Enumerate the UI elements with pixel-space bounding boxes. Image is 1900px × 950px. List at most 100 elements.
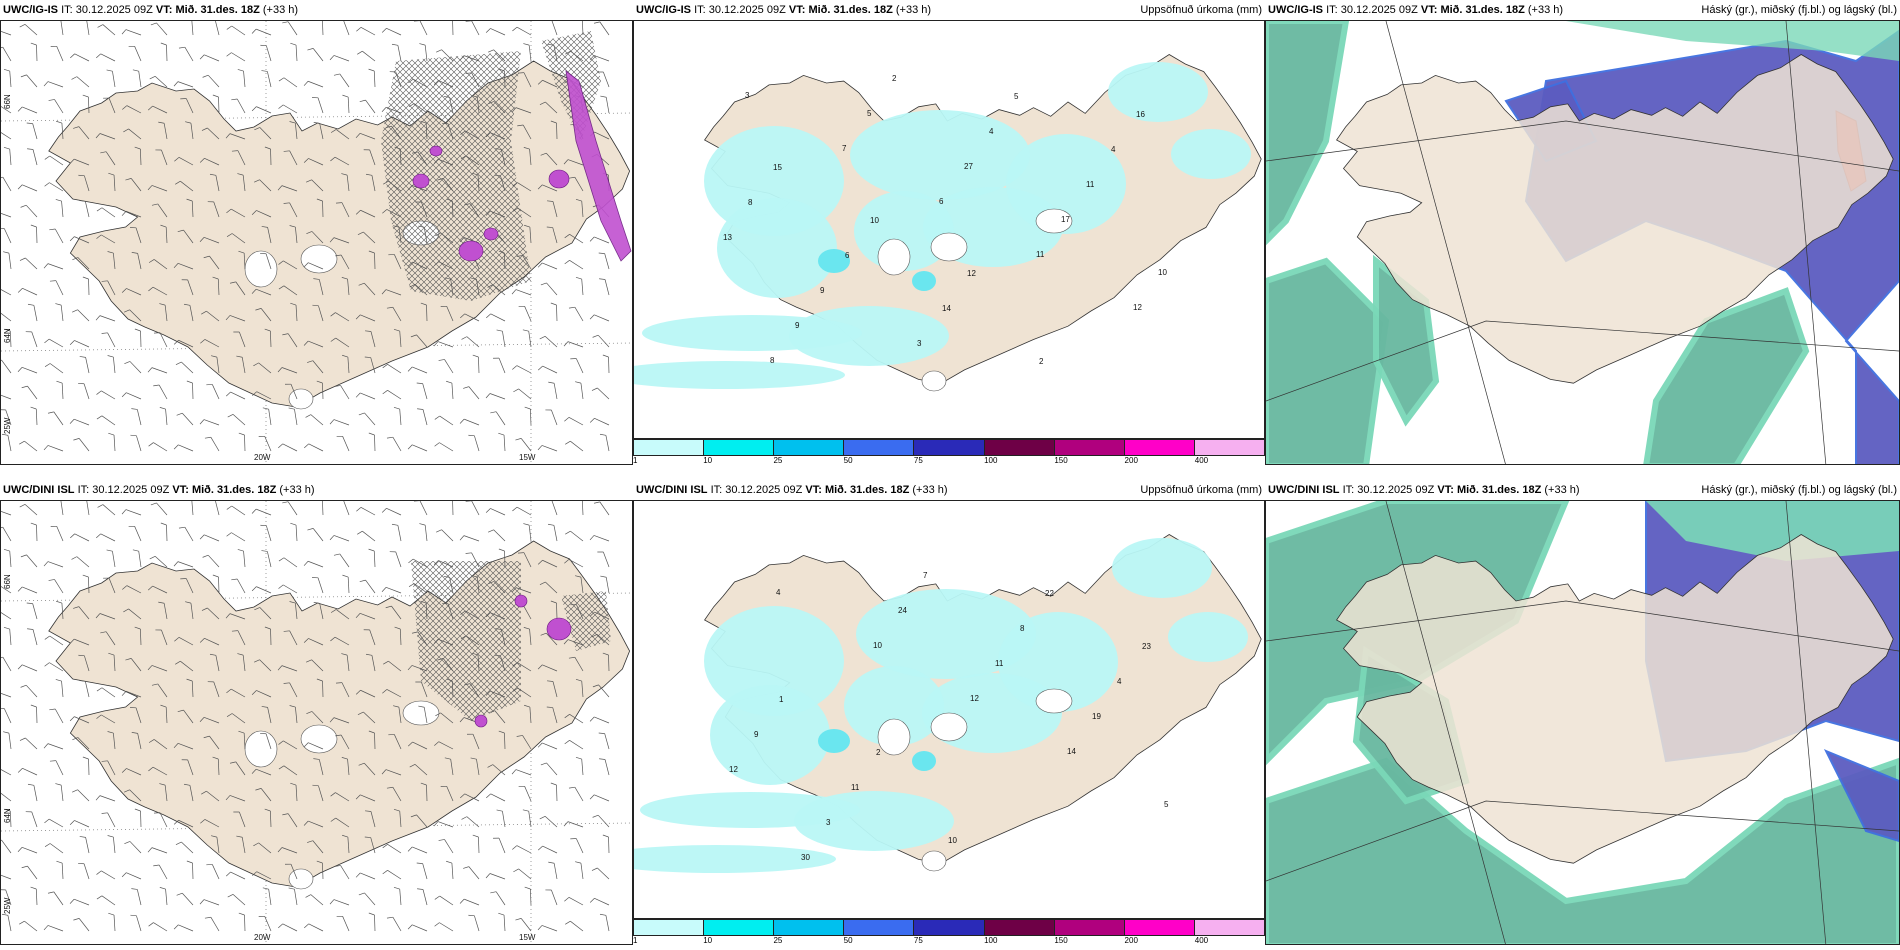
- wind-barb: [278, 77, 298, 88]
- wind-barb: [261, 550, 272, 568]
- wind-barb: [71, 556, 90, 568]
- iceland-landmass: [1336, 54, 1894, 384]
- wind-barb: [43, 445, 64, 452]
- wind-barb: [260, 253, 272, 270]
- wind-barb: [498, 730, 506, 750]
- wind-barb: [563, 159, 584, 166]
- legend-swatch: [1194, 440, 1264, 455]
- graticule-line: [1266, 600, 1899, 652]
- vt-time: Mið. 31.des. 18Z: [175, 4, 260, 16]
- precip-value: 11: [1086, 180, 1095, 189]
- wind-barb: [79, 836, 90, 854]
- wind-barb: [3, 731, 12, 750]
- legend-swatch: [704, 920, 775, 935]
- wind-barb: [563, 821, 584, 828]
- wind-barb: [415, 681, 428, 698]
- wind-barb: [123, 608, 142, 620]
- wind-barb: [151, 203, 168, 218]
- model-name: UWC/DINI ISL: [1268, 484, 1340, 496]
- wind-barb: [186, 380, 194, 400]
- wind-barb: [225, 795, 246, 802]
- wind-barb: [322, 501, 324, 516]
- legend-tick-label: 150: [1054, 456, 1068, 465]
- wind-barb: [465, 21, 480, 36]
- wind-barb: [313, 758, 324, 776]
- wind-barb: [357, 231, 376, 244]
- wind-barb: [592, 684, 610, 698]
- wind-barb: [438, 359, 454, 374]
- legend-swatch: [634, 440, 705, 455]
- wind-barb: [131, 408, 142, 426]
- wind-barb: [394, 146, 402, 166]
- wind-barb: [589, 611, 610, 620]
- wind-barb: [289, 225, 298, 244]
- wind-barb: [341, 173, 350, 192]
- wind-barb: [209, 173, 220, 192]
- wind-barb: [132, 549, 142, 568]
- it-time: 30.12.2025 09Z: [708, 4, 786, 16]
- wind-barb: [515, 918, 532, 932]
- legend-tick-label: 200: [1124, 936, 1138, 945]
- wind-barb: [575, 198, 584, 218]
- precip-value: 7: [842, 144, 847, 153]
- wind-barb: [47, 891, 64, 906]
- wind-barb: [147, 585, 168, 594]
- wind-barb: [44, 818, 64, 828]
- wind-barb: [419, 523, 428, 542]
- lat-label-66n: 66N: [3, 574, 12, 589]
- wind-barb: [289, 121, 298, 140]
- wind-barb: [134, 328, 142, 348]
- wind-barb: [101, 280, 116, 296]
- wind-barb: [176, 892, 194, 906]
- wind-barb: [358, 762, 376, 776]
- wind-barb: [43, 925, 64, 932]
- it-time: 30.12.2025 09Z: [1357, 484, 1435, 496]
- wind-barb: [44, 182, 64, 192]
- wind-barb: [49, 280, 64, 296]
- wind-barb: [565, 50, 584, 62]
- wind-barb: [564, 714, 584, 724]
- wind-barb: [358, 892, 376, 906]
- wind-barb: [20, 554, 38, 568]
- wind-barb: [589, 417, 610, 426]
- wind-barb: [330, 636, 350, 646]
- precip-value: 12: [970, 694, 979, 703]
- wind-barb: [335, 202, 350, 218]
- wind-barb: [108, 432, 116, 452]
- wind-barb: [511, 107, 532, 114]
- wind-barb: [547, 43, 558, 62]
- wind-barb: [407, 846, 428, 854]
- panel-title: Uppsöfnuð úrkoma (mm): [1140, 4, 1262, 16]
- lat-label-66n: 66N: [3, 94, 12, 109]
- it-time: 30.12.2025 09Z: [1340, 4, 1418, 16]
- wind-barb: [96, 714, 116, 724]
- wind-barb: [537, 262, 558, 270]
- wind-barb: [368, 912, 376, 932]
- wind-barb: [95, 795, 116, 802]
- wind-barb: [389, 551, 402, 568]
- panel-bottom-wind: UWC/DINI ISL IT: 30.12.2025 09Z VT: Mið.…: [0, 480, 633, 945]
- wind-barb: [122, 105, 142, 114]
- wind-barb: [199, 534, 220, 542]
- lat-label-25w: 25W: [3, 897, 12, 914]
- legend-swatch: [634, 920, 705, 935]
- wind-barb: [568, 656, 584, 672]
- wind-barb: [121, 872, 142, 880]
- wind-barb: [1, 289, 12, 296]
- wind-barb: [177, 229, 194, 244]
- wind-barb: [255, 788, 272, 802]
- wind-barb: [1, 792, 12, 802]
- wind-barb: [485, 612, 506, 620]
- wind-barb: [382, 844, 402, 854]
- legend-tick-label: 150: [1054, 936, 1068, 945]
- wind-barb: [186, 860, 194, 880]
- wind-barb: [26, 122, 38, 140]
- panel-title: Háský (gr.), miðský (fj.bl.) og lágský (…: [1701, 4, 1897, 16]
- it-label: IT:: [1342, 484, 1355, 496]
- wind-barb: [19, 440, 38, 452]
- wind-barb: [485, 393, 506, 400]
- wind-barb: [284, 863, 298, 880]
- wind-barb: [307, 360, 324, 374]
- wind-barb: [86, 501, 90, 516]
- wind-barb: [524, 406, 532, 426]
